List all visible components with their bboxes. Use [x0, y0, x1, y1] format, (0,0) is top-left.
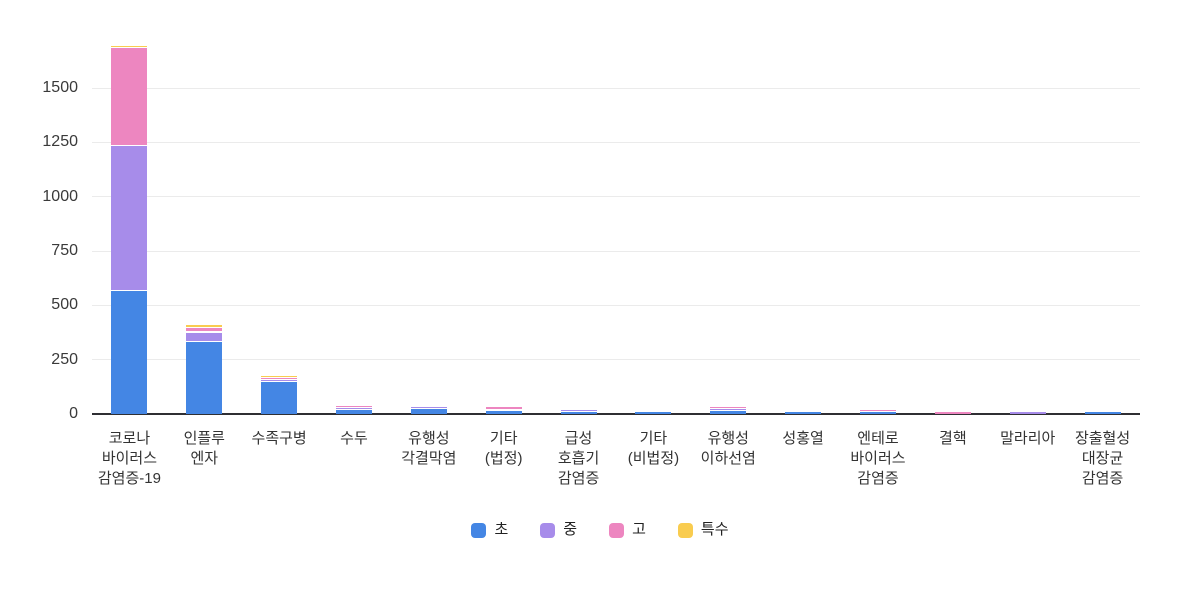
bar-segment-초-1[interactable] [186, 342, 223, 414]
bar-segment-고-3[interactable] [336, 405, 372, 409]
bar-segment-초-2[interactable] [261, 382, 298, 414]
y-tick-label: 1000 [42, 187, 78, 205]
bar-segment-고-0[interactable] [111, 47, 148, 146]
bar-segment-중-5[interactable] [485, 409, 522, 412]
bar-segment-초-13[interactable] [1084, 412, 1121, 414]
bar-segment-초-3[interactable] [336, 410, 372, 414]
bar-segment-초-8[interactable] [710, 411, 747, 414]
bar-segment-고-1[interactable] [186, 327, 223, 333]
x-tick-label: 코로나 바이러스 감염증-19 [97, 430, 161, 487]
bar-segment-고-11[interactable] [934, 412, 971, 414]
x-tick-label: 유행성 각결막염 [401, 430, 457, 467]
gridline-y-1250 [92, 141, 1140, 143]
bar-segment-고-8[interactable] [710, 407, 747, 410]
gridline-y-250 [92, 359, 1140, 361]
bar-segment-중-6[interactable] [560, 410, 597, 413]
y-tick-label: 1250 [42, 133, 78, 151]
gridline-y-750 [92, 250, 1140, 252]
bar-segment-중-2[interactable] [261, 379, 298, 383]
x-tick-label: 기타 (비법정) [627, 430, 680, 467]
legend-item-초[interactable]: 초 [471, 522, 508, 538]
x-tick-label: 급성 호흡기 감염증 [557, 430, 600, 487]
bar-segment-특수-0[interactable] [111, 45, 148, 48]
gridline-y-1500 [92, 87, 1140, 89]
bar-segment-중-4[interactable] [410, 407, 447, 409]
x-tick-label: 말라리아 [1000, 430, 1056, 447]
x-tick-label: 수두 [340, 430, 368, 447]
bar-segment-특수-2[interactable] [261, 376, 298, 379]
legend-label: 특수 [700, 521, 729, 538]
bar-segment-고-10[interactable] [860, 410, 896, 412]
x-tick-label: 유행성 이하선염 [700, 430, 756, 467]
gridline-y-1000 [92, 196, 1140, 198]
x-tick-label: 인플루 엔자 [183, 430, 225, 467]
y-tick-label: 500 [51, 296, 78, 314]
legend-item-중[interactable]: 중 [540, 522, 577, 538]
y-tick-label: 0 [69, 405, 78, 422]
x-tick-label: 수족구병 [251, 430, 307, 447]
y-tick-label: 250 [51, 350, 78, 368]
bar-segment-초-5[interactable] [485, 411, 522, 414]
chart-legend: 초 중 고 특수 [0, 522, 1200, 538]
bar-segment-중-1[interactable] [186, 332, 223, 343]
legend-item-고[interactable]: 고 [609, 522, 646, 538]
x-tick-label: 장출혈성 대장균 감염증 [1074, 430, 1131, 487]
bar-segment-초-7[interactable] [635, 412, 672, 414]
bar-segment-중-3[interactable] [336, 408, 372, 411]
legend-label: 중 [563, 521, 578, 538]
x-tick-label: 엔테로 바이러스 감염증 [850, 430, 906, 487]
bar-segment-초-0[interactable] [111, 291, 148, 414]
bar-segment-중-0[interactable] [111, 145, 148, 292]
y-tick-label: 1500 [42, 79, 78, 96]
legend-label: 초 [494, 521, 509, 538]
bar-segment-초-10[interactable] [860, 411, 896, 414]
x-tick-label: 성홍열 [782, 430, 824, 447]
bar-segment-특수-1[interactable] [186, 324, 223, 328]
x-tick-label: 기타 (법정) [484, 430, 523, 467]
x-axis-line [92, 413, 1140, 415]
legend-swatch-icon [609, 522, 625, 538]
legend-swatch-icon [471, 522, 487, 538]
bar-segment-초-9[interactable] [785, 412, 822, 414]
y-tick-label: 750 [51, 242, 78, 259]
bar-segment-중-8[interactable] [710, 409, 747, 412]
bar-segment-고-5[interactable] [485, 407, 522, 410]
gridline-y-500 [92, 304, 1140, 306]
bar-segment-고-2[interactable] [261, 378, 298, 380]
legend-label: 고 [632, 521, 646, 538]
bar-segment-초-6[interactable] [560, 412, 597, 414]
legend-item-특수[interactable]: 특수 [677, 521, 729, 538]
legend-swatch-icon [677, 522, 693, 538]
bar-segment-초-4[interactable] [410, 408, 447, 414]
bar-segment-중-12[interactable] [1009, 412, 1046, 414]
legend-swatch-icon [540, 522, 556, 538]
x-tick-label: 결핵 [939, 430, 967, 447]
